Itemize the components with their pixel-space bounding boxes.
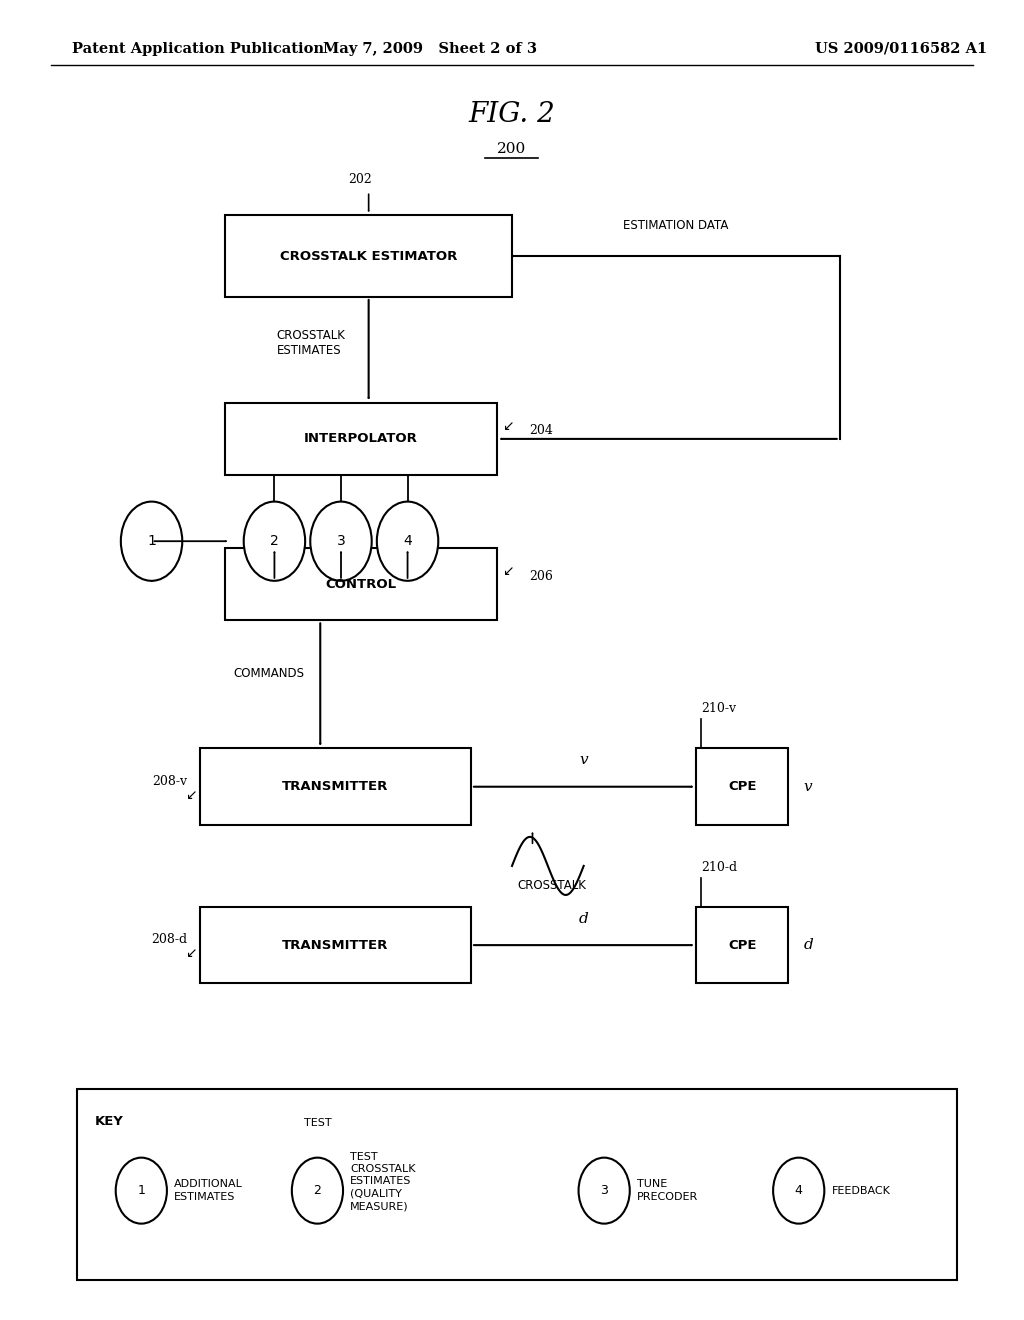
Text: KEY: KEY (95, 1115, 124, 1129)
Text: 210-d: 210-d (701, 861, 737, 874)
Text: CROSSTALK: CROSSTALK (517, 879, 586, 892)
Text: 208-v: 208-v (153, 775, 187, 788)
Text: d: d (579, 912, 589, 925)
Circle shape (292, 1158, 343, 1224)
Circle shape (121, 502, 182, 581)
Text: US 2009/0116582 A1: US 2009/0116582 A1 (815, 42, 987, 55)
Text: TEST: TEST (304, 1118, 331, 1129)
Bar (225, 548, 497, 620)
Text: d: d (804, 939, 814, 952)
Circle shape (377, 502, 438, 581)
Text: CPE: CPE (728, 780, 757, 793)
Text: 1: 1 (147, 535, 156, 548)
Text: Patent Application Publication: Patent Application Publication (72, 42, 324, 55)
Circle shape (310, 502, 372, 581)
Text: TRANSMITTER: TRANSMITTER (283, 780, 388, 793)
Bar (200, 748, 471, 825)
Text: CONTROL: CONTROL (326, 578, 396, 590)
Text: ↙: ↙ (502, 564, 513, 578)
Text: ↙: ↙ (185, 788, 197, 801)
Circle shape (773, 1158, 824, 1224)
Text: 204: 204 (529, 425, 553, 437)
Bar (225, 403, 497, 475)
Text: ↙: ↙ (185, 946, 197, 960)
Text: ↙: ↙ (502, 418, 513, 433)
Text: CPE: CPE (728, 939, 757, 952)
Text: INTERPOLATOR: INTERPOLATOR (304, 433, 418, 445)
Text: 3: 3 (600, 1184, 608, 1197)
Bar (225, 215, 512, 297)
Text: TEST
CROSSTALK
ESTIMATES
(QUALITY
MEASURE): TEST CROSSTALK ESTIMATES (QUALITY MEASUR… (350, 1151, 416, 1212)
Text: 1: 1 (137, 1184, 145, 1197)
Bar (696, 748, 788, 825)
Text: TUNE
PRECODER: TUNE PRECODER (637, 1180, 698, 1201)
Bar (200, 907, 471, 983)
Text: 2: 2 (270, 535, 279, 548)
Text: 3: 3 (337, 535, 345, 548)
Text: 202: 202 (348, 173, 372, 186)
Text: FIG. 2: FIG. 2 (469, 102, 555, 128)
Text: CROSSTALK ESTIMATOR: CROSSTALK ESTIMATOR (280, 249, 458, 263)
Text: ADDITIONAL
ESTIMATES: ADDITIONAL ESTIMATES (174, 1180, 243, 1201)
Text: 2: 2 (313, 1184, 322, 1197)
Text: TRANSMITTER: TRANSMITTER (283, 939, 388, 952)
Circle shape (579, 1158, 630, 1224)
Text: CROSSTALK
ESTIMATES: CROSSTALK ESTIMATES (276, 329, 345, 358)
Text: COMMANDS: COMMANDS (233, 668, 304, 680)
Circle shape (244, 502, 305, 581)
Text: 210-v: 210-v (701, 702, 736, 715)
Text: FEEDBACK: FEEDBACK (831, 1185, 890, 1196)
Text: May 7, 2009   Sheet 2 of 3: May 7, 2009 Sheet 2 of 3 (324, 42, 537, 55)
Bar (696, 907, 788, 983)
Text: 4: 4 (403, 535, 412, 548)
Bar (77, 1089, 957, 1280)
Text: 4: 4 (795, 1184, 803, 1197)
Text: v: v (804, 780, 812, 793)
Circle shape (116, 1158, 167, 1224)
Text: 208-d: 208-d (152, 933, 187, 946)
Text: ESTIMATION DATA: ESTIMATION DATA (624, 219, 728, 232)
Text: v: v (580, 754, 588, 767)
Text: 206: 206 (529, 570, 553, 582)
Text: 200: 200 (498, 143, 526, 156)
